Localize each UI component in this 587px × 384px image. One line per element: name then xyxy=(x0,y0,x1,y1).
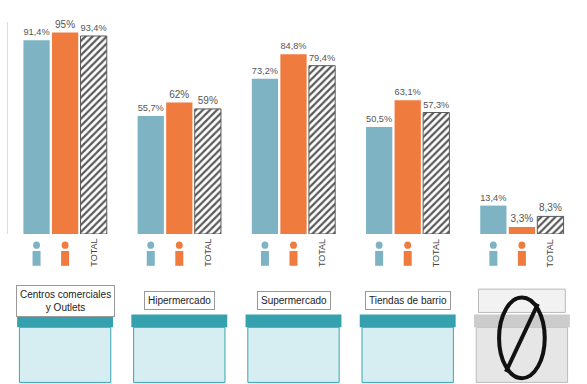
svg-text:59%: 59% xyxy=(198,95,218,106)
svg-text:Centros comercialesy Outlets: Centros comercialesy Outlets xyxy=(20,289,111,313)
svg-text:13,4%: 13,4% xyxy=(480,193,506,203)
svg-text:62%: 62% xyxy=(169,89,189,100)
svg-text:Hipermercado: Hipermercado xyxy=(148,295,211,306)
svg-text:84,8%: 84,8% xyxy=(280,41,306,51)
svg-text:91,4%: 91,4% xyxy=(23,27,49,37)
svg-text:Supermercado: Supermercado xyxy=(261,295,327,306)
svg-text:TOTAL: TOTAL xyxy=(89,238,99,266)
svg-text:95%: 95% xyxy=(55,19,75,30)
svg-text:TOTAL: TOTAL xyxy=(431,239,441,267)
svg-text:79,4%: 79,4% xyxy=(309,53,335,63)
svg-text:63,1%: 63,1% xyxy=(395,87,421,97)
svg-text:TOTAL: TOTAL xyxy=(203,239,213,267)
svg-text:50,5%: 50,5% xyxy=(366,114,392,124)
svg-text:93,4%: 93,4% xyxy=(81,23,107,33)
svg-text:57,3%: 57,3% xyxy=(423,100,449,110)
svg-text:73,2%: 73,2% xyxy=(252,66,278,76)
svg-text:3,3%: 3,3% xyxy=(510,213,533,224)
svg-text:TOTAL: TOTAL xyxy=(545,239,555,267)
svg-text:8,3%: 8,3% xyxy=(539,202,562,213)
svg-text:Tiendas de barrio: Tiendas de barrio xyxy=(369,295,447,306)
svg-text:55,7%: 55,7% xyxy=(138,103,164,113)
svg-text:TOTAL: TOTAL xyxy=(317,239,327,267)
